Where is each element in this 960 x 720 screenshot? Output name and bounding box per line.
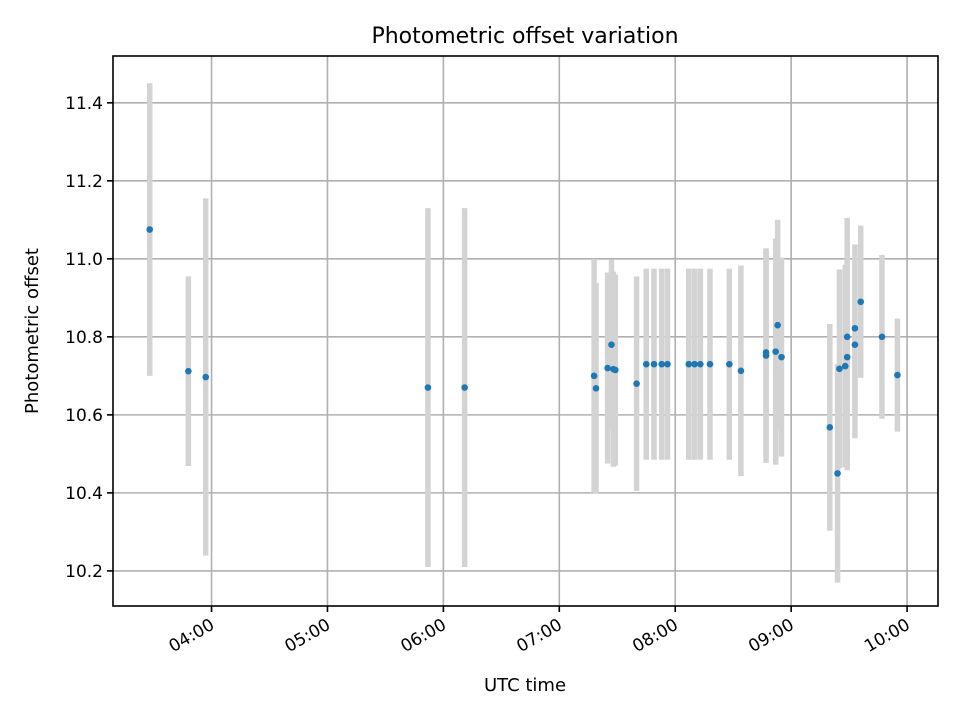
data-point <box>590 372 598 380</box>
x-tick-label: 10:00 <box>861 615 913 657</box>
data-point <box>737 367 745 375</box>
data-point <box>691 360 698 368</box>
data-point <box>878 333 886 341</box>
data-point <box>604 364 611 372</box>
data-point <box>608 341 615 348</box>
data-point <box>726 360 733 368</box>
y-tick-label: 10.2 <box>65 562 103 582</box>
y-tick-label: 11.0 <box>65 250 103 270</box>
y-tick-label: 10.8 <box>65 328 103 348</box>
data-point <box>658 360 666 368</box>
data-point <box>762 349 770 356</box>
x-tick-label: 09:00 <box>745 615 797 657</box>
x-axis-label: UTC time <box>484 675 566 696</box>
data-point <box>685 360 693 368</box>
data-point <box>461 384 468 391</box>
data-point <box>424 384 432 391</box>
y-tick-label: 10.4 <box>65 484 103 504</box>
data-point <box>592 385 600 392</box>
x-tick-label: 06:00 <box>397 615 449 657</box>
y-tick-label: 11.4 <box>65 94 103 114</box>
data-point <box>185 367 192 375</box>
data-point <box>774 321 781 329</box>
chart-title: Photometric offset variation <box>371 24 678 49</box>
data-point <box>772 348 780 355</box>
data-point <box>633 380 640 387</box>
y-tick-label: 11.2 <box>65 172 103 192</box>
ticks-layer: 04:00 05:00 06:00 07:00 08:00 09:00 10:00 10.2 1… <box>65 94 913 657</box>
x-tick-label: 05:00 <box>282 615 334 657</box>
y-tick-label: 10.6 <box>65 406 103 426</box>
data-point <box>146 226 154 233</box>
data-point <box>851 341 859 348</box>
data-point <box>841 362 849 370</box>
x-tick-label: 07:00 <box>513 615 565 657</box>
errorbar-layer <box>146 83 901 583</box>
plot-frame <box>112 55 939 607</box>
data-point <box>706 360 714 368</box>
data-point <box>836 365 843 373</box>
data-point <box>642 360 650 368</box>
data-point <box>843 353 851 361</box>
y-axis-label: Photometric offset <box>22 248 43 414</box>
data-point <box>894 371 901 379</box>
data-point <box>612 366 619 374</box>
x-tick-label: 04:00 <box>166 615 218 657</box>
data-point <box>697 360 704 368</box>
data-point <box>834 470 841 477</box>
data-point <box>843 333 851 341</box>
data-point <box>650 360 658 368</box>
data-point <box>778 353 785 361</box>
points-layer <box>146 226 901 477</box>
data-point <box>202 373 210 381</box>
data-point <box>857 298 865 306</box>
data-point <box>664 360 671 368</box>
data-point <box>851 324 859 332</box>
grid-layer <box>113 56 938 606</box>
x-tick-label: 08:00 <box>629 615 681 657</box>
data-point <box>826 424 834 431</box>
